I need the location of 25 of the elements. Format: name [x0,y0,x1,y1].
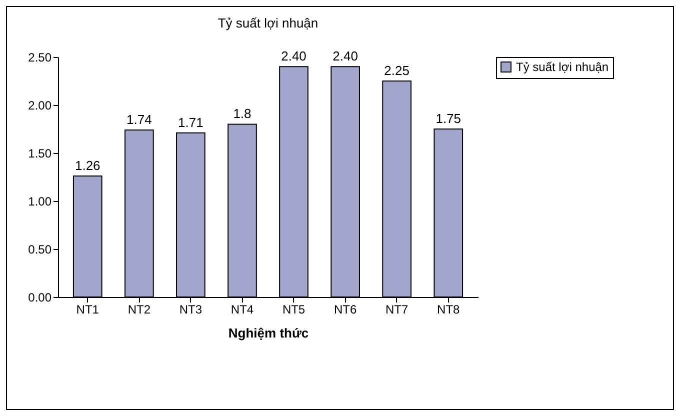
y-tick-label: 2.00 [28,98,52,112]
y-tick-label: 0.00 [28,290,52,304]
data-label: 1.71 [178,114,204,130]
x-tick-label: NT7 [386,302,408,316]
data-label: 1.8 [233,106,252,122]
data-label: 2.25 [384,63,410,78]
x-tick-label: NT8 [437,302,460,316]
y-tick-label: 0.50 [28,242,52,256]
y-tick-label: 1.00 [28,194,52,208]
x-tick-label: NT5 [282,302,306,316]
y-tick-label: 1.50 [28,146,52,160]
x-tick-label: NT1 [76,302,100,316]
legend-label: Tỷ suất lợi nhuận [516,60,609,74]
x-tick-label: NT4 [230,302,254,316]
data-label: 1.26 [74,158,100,174]
data-label: 2.40 [281,48,306,64]
x-tick-label: NT2 [128,302,151,316]
chart-title: Tỷ suất lợi nhuận [218,16,318,31]
data-label: 1.75 [436,111,462,126]
x-axis-title: Nghiệm thức [228,326,309,340]
x-tick-label: NT3 [179,302,202,316]
y-tick-label: 2.50 [28,50,52,64]
data-label: 2.40 [332,48,358,64]
x-tick-label: NT6 [334,302,357,316]
data-label: 1.74 [126,112,152,127]
